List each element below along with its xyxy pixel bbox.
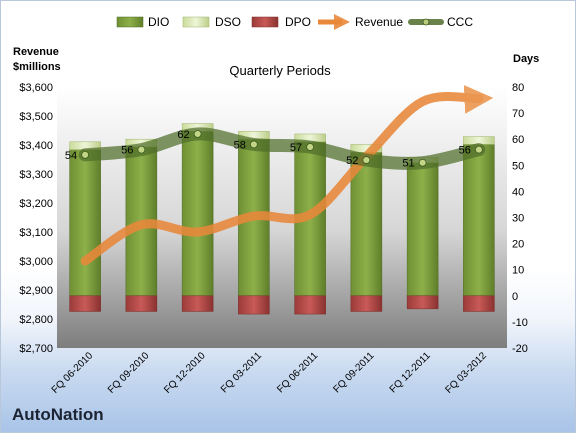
bar-dio <box>181 131 214 297</box>
right-tick-label: 80 <box>512 82 524 94</box>
bar-dpo <box>69 295 101 312</box>
ccc-data-label: 56 <box>121 145 133 157</box>
legend-swatch-dio <box>116 16 144 28</box>
legend-label-ccc: CCC <box>447 15 473 29</box>
x-tick-label: FQ 06-2011 <box>275 350 320 395</box>
left-tick-label: $2,900 <box>19 285 53 297</box>
ccc-point <box>418 158 427 167</box>
legend-label-revenue: Revenue <box>355 15 403 29</box>
left-tick-label: $3,100 <box>19 227 53 239</box>
bar-dpo <box>125 295 158 312</box>
bar-dio <box>69 149 101 297</box>
bar-dio <box>350 152 383 297</box>
ccc-point <box>137 145 146 154</box>
left-tick-label: $3,000 <box>19 256 53 268</box>
revenue-line <box>80 84 494 266</box>
left-axis-title-line2: $millions <box>13 61 61 73</box>
bar-dpo <box>406 295 439 310</box>
right-tick-label: -20 <box>512 343 528 355</box>
left-tick-label: $3,200 <box>19 198 53 210</box>
right-tick-label: 40 <box>512 186 524 198</box>
right-tick-label: 70 <box>512 108 524 120</box>
ccc-point <box>474 145 483 154</box>
left-tick-label: $3,300 <box>19 169 53 181</box>
right-axis-title: Days <box>513 53 539 65</box>
right-tick-label: -10 <box>512 317 528 329</box>
ccc-point <box>306 143 315 151</box>
left-tick-label: $2,800 <box>19 314 53 326</box>
ccc-data-label: 58 <box>234 139 246 151</box>
bar-dpo <box>238 295 270 315</box>
ccc-data-label: 51 <box>402 158 414 170</box>
x-tick-label: FQ 03-2011 <box>219 350 264 395</box>
brand-name: AutoNation <box>12 405 104 424</box>
left-tick-label: $3,500 <box>19 111 53 123</box>
x-tick-label: FQ 09-2010 <box>106 350 152 396</box>
ccc-data-label: 52 <box>346 155 358 167</box>
legend-label-dio: DIO <box>148 15 169 29</box>
ccc-data-label: 57 <box>290 142 302 154</box>
right-tick-label: 60 <box>512 134 524 146</box>
legend-swatch-dso <box>182 16 210 28</box>
ccc-point <box>81 150 90 159</box>
right-tick-label: 10 <box>512 265 524 277</box>
ccc-data-label: 62 <box>177 129 189 141</box>
ccc-data-label: 54 <box>65 150 77 162</box>
bar-dio <box>463 144 495 297</box>
x-tick-label: FQ 06-2010 <box>50 350 96 396</box>
legend-swatch-dpo <box>251 16 279 28</box>
ccc-point <box>193 130 202 138</box>
x-tick-label: FQ 03-2012 <box>443 350 489 396</box>
ccc-data-label: 56 <box>459 145 471 157</box>
right-tick-label: 20 <box>512 239 524 251</box>
right-tick-label: 0 <box>512 291 518 303</box>
x-tick-label: FQ 09-2011 <box>332 350 377 395</box>
legend: DIO DSO DPO Revenue CCC <box>116 13 473 31</box>
left-tick-label: $3,400 <box>19 140 53 152</box>
bar-dpo <box>294 295 326 315</box>
x-tick-label: FQ 12-2010 <box>162 350 208 396</box>
chart-title: Quarterly Periods <box>229 63 331 78</box>
ccc-line <box>78 127 486 170</box>
bar-dpo <box>350 295 383 312</box>
bar-dpo <box>463 295 495 312</box>
legend-label-dpo: DPO <box>285 15 311 29</box>
left-axis-title-line1: Revenue <box>13 46 59 58</box>
right-tick-label: 30 <box>512 213 524 225</box>
legend-label-dso: DSO <box>215 15 241 29</box>
bar-dio <box>406 162 439 297</box>
ccc-point <box>249 140 258 149</box>
right-tick-label: 50 <box>512 160 524 172</box>
x-tick-label: FQ 12-2011 <box>388 350 433 395</box>
legend-marker-ccc <box>422 18 430 26</box>
left-tick-label: $2,700 <box>19 343 53 355</box>
ccc-point <box>362 156 371 164</box>
bar-dpo <box>181 295 214 312</box>
left-tick-label: $3,600 <box>19 82 53 94</box>
